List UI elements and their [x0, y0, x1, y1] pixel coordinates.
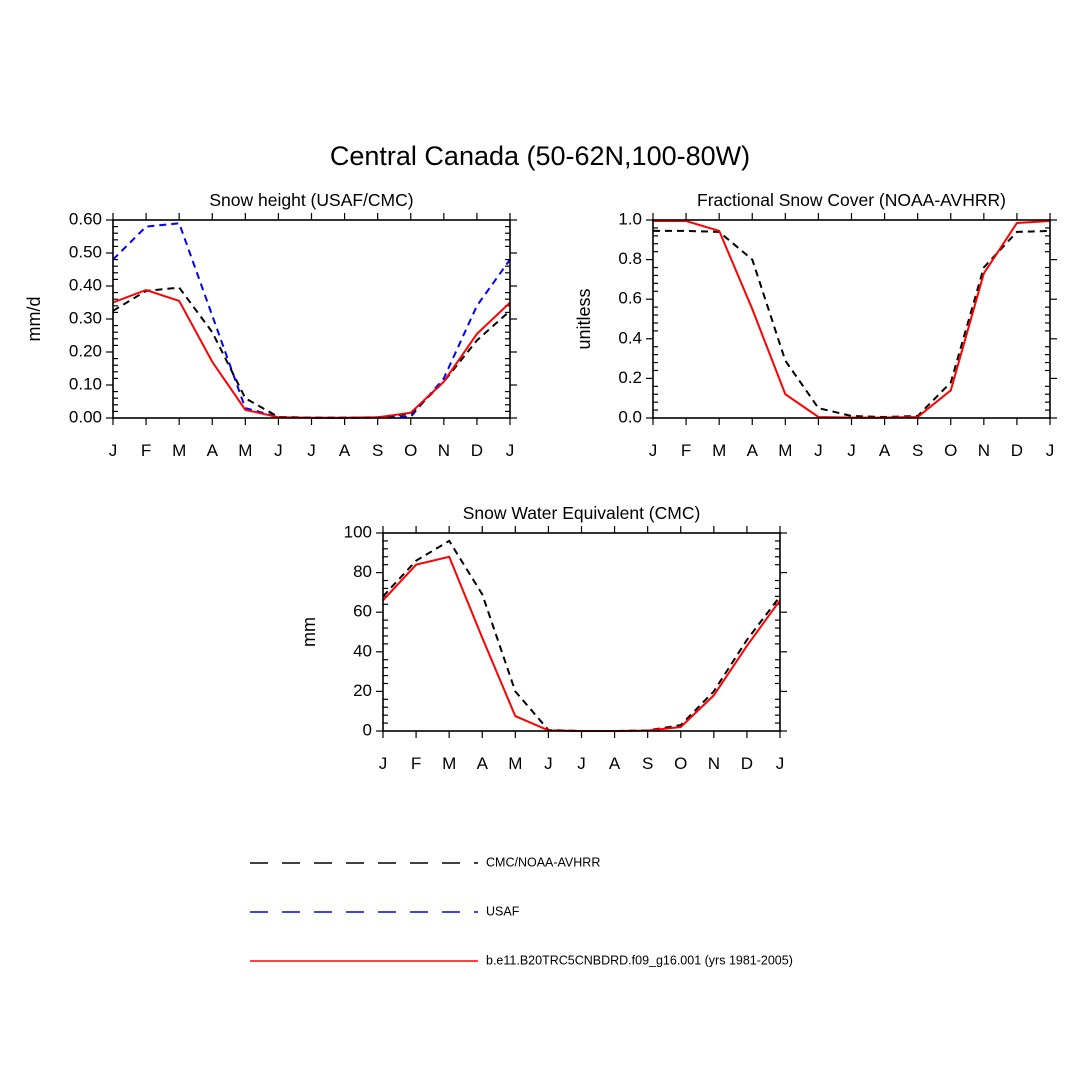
x-tick-label: J — [814, 441, 823, 460]
x-tick-label: D — [471, 441, 483, 460]
x-tick-label: A — [747, 441, 759, 460]
x-tick-label: J — [307, 441, 316, 460]
y-tick-label: 0.50 — [69, 242, 102, 261]
x-tick-label: M — [778, 441, 792, 460]
plot-frame — [382, 532, 781, 732]
y-tick-label: 80 — [353, 562, 372, 581]
chart-snow-water-equivalent: Snow Water Equivalent (CMC)mmJ F M A M J J A S O N… — [299, 503, 787, 773]
x-tick-label: J — [649, 441, 658, 460]
x-tick-label: A — [879, 441, 891, 460]
x-tick-label: A — [339, 441, 351, 460]
x-tick-label: J — [577, 754, 586, 773]
x-tick-label: O — [404, 441, 417, 460]
y-tick-label: 0 — [363, 720, 372, 739]
x-tick-label: M — [508, 754, 522, 773]
y-tick-label: 0.40 — [69, 275, 102, 294]
legend-label-usaf: USAF — [486, 904, 520, 918]
y-tick-label: 0.60 — [69, 209, 102, 228]
x-tick-label: A — [477, 754, 489, 773]
y-tick-label: 20 — [353, 681, 372, 700]
y-tick-label: 0.30 — [69, 308, 102, 327]
figure-title: Central Canada (50-62N,100-80W) — [330, 141, 750, 171]
panel-title: Fractional Snow Cover (NOAA-AVHRR) — [697, 190, 1006, 210]
series-line-model — [112, 288, 511, 419]
series-line-obs — [382, 539, 781, 732]
x-tick-label: F — [681, 441, 691, 460]
chart-snow-height: Snow height (USAF/CMC)mm/dJ F M A M J J A S O N D J0… — [24, 190, 517, 460]
x-tick-label: F — [411, 754, 421, 773]
y-axis-title: mm — [299, 617, 319, 647]
x-tick-label: N — [708, 754, 720, 773]
series-line-usaf — [112, 222, 511, 419]
x-tick-label: N — [438, 441, 450, 460]
y-axis-title: unitless — [574, 288, 594, 349]
x-tick-label: S — [372, 441, 383, 460]
plot-frame — [652, 219, 1051, 419]
series-line-model — [653, 220, 1051, 419]
plot-frame — [112, 219, 511, 419]
legend-label-model: b.e11.B20TRC5CNBDRD.f09_g16.001 (yrs 198… — [486, 953, 793, 967]
x-tick-label: N — [978, 441, 990, 460]
series-line-model — [382, 555, 781, 732]
y-tick-label: 0.10 — [69, 374, 102, 393]
y-tick-label: 60 — [353, 602, 372, 621]
x-tick-label: J — [109, 441, 118, 460]
series-line-obs — [653, 229, 1051, 419]
series-line-obs — [112, 286, 511, 419]
x-tick-label: D — [741, 754, 753, 773]
x-tick-label: S — [642, 754, 653, 773]
legend-label-obs: CMC/NOAA-AVHRR — [486, 855, 600, 869]
y-tick-label: 1.0 — [618, 209, 642, 228]
x-tick-label: M — [712, 441, 726, 460]
legend: CMC/NOAA-AVHRR USAF b.e11.B20TRC5CNBDRD.f0… — [250, 855, 793, 967]
y-tick-label: 100 — [344, 522, 372, 541]
y-tick-label: 0.0 — [618, 407, 642, 426]
panels: Snow height (USAF/CMC)mm/dJ F M A M J J A S O N D J0… — [24, 190, 1057, 773]
x-tick-label: M — [442, 754, 456, 773]
y-tick-label: 0.8 — [618, 249, 642, 268]
x-tick-label: J — [1046, 441, 1055, 460]
x-tick-label: F — [141, 441, 151, 460]
panel-title: Snow height (USAF/CMC) — [209, 190, 413, 210]
y-axis-title: mm/d — [24, 297, 44, 342]
y-tick-label: 0.00 — [69, 407, 102, 426]
x-tick-label: J — [274, 441, 283, 460]
panel-title: Snow Water Equivalent (CMC) — [463, 503, 701, 523]
x-tick-label: A — [609, 754, 621, 773]
y-tick-label: 0.6 — [618, 289, 642, 308]
y-tick-label: 0.20 — [69, 341, 102, 360]
x-tick-label: O — [674, 754, 687, 773]
x-tick-label: J — [379, 754, 388, 773]
x-tick-label: J — [544, 754, 553, 773]
x-tick-label: M — [172, 441, 186, 460]
y-tick-label: 40 — [353, 641, 372, 660]
x-tick-label: J — [776, 754, 785, 773]
x-tick-label: S — [912, 441, 923, 460]
x-tick-label: M — [238, 441, 252, 460]
x-tick-label: J — [847, 441, 856, 460]
x-tick-label: A — [207, 441, 219, 460]
chart-fractional-snow-cover: Fractional Snow Cover (NOAA-AVHRR) unitle… — [574, 190, 1057, 460]
x-tick-label: D — [1011, 441, 1023, 460]
y-tick-label: 0.4 — [618, 328, 642, 347]
y-tick-label: 0.2 — [618, 368, 642, 387]
x-tick-label: J — [506, 441, 515, 460]
x-tick-label: O — [944, 441, 957, 460]
